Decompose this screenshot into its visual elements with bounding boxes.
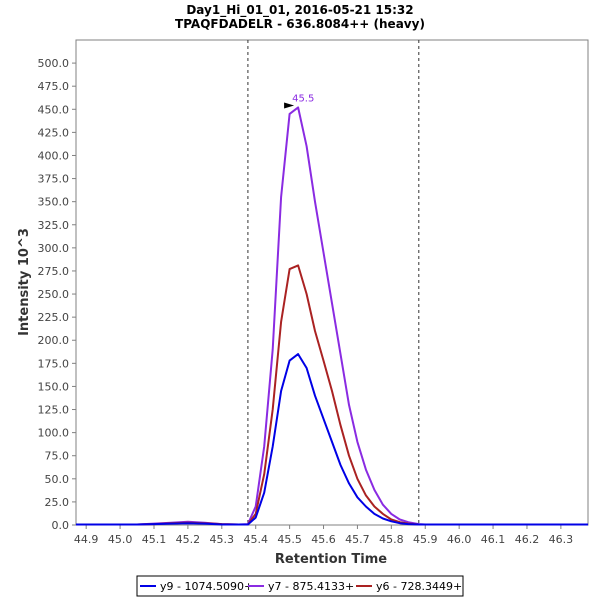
y-tick-label: 0.0 [52, 519, 70, 532]
y-tick-label: 100.0 [38, 427, 70, 440]
x-tick-label: 45.7 [345, 533, 370, 546]
y-tick-label: 125.0 [38, 404, 70, 417]
peak-annotation: 45.5 [284, 93, 314, 109]
x-tick-label: 45.9 [413, 533, 438, 546]
x-axis-label: Retention Time [275, 552, 387, 567]
y-tick-label: 250.0 [38, 288, 70, 301]
legend-entry: y7 - 875.4133+ [268, 580, 354, 593]
x-tick-label: 45.5 [277, 533, 302, 546]
x-tick-label: 46.0 [447, 533, 472, 546]
y-tick-label: 225.0 [38, 311, 70, 324]
y-axis-ticks: 0.0 25.0 50.0 75.0 100.0 125.0 150.0 175.0 200.0… [38, 57, 76, 532]
x-tick-label: 46.2 [515, 533, 540, 546]
y-tick-label: 25.0 [45, 496, 70, 509]
chart-title: Day1_Hi_01_01, 2016-05-21 15:32 [186, 3, 413, 18]
x-tick-label: 45.0 [108, 533, 133, 546]
y-tick-label: 275.0 [38, 265, 70, 278]
x-tick-label: 45.8 [379, 533, 404, 546]
y-tick-label: 200.0 [38, 334, 70, 347]
peak-label: 45.5 [292, 93, 314, 104]
y-tick-label: 350.0 [38, 196, 70, 209]
y-tick-label: 175.0 [38, 357, 70, 370]
chart-subtitle: TPAQFDADELR - 636.8084++ (heavy) [175, 17, 425, 31]
y-tick-label: 400.0 [38, 149, 70, 162]
series-line-y9 [76, 353, 588, 526]
x-tick-label: 45.2 [176, 533, 201, 546]
legend-entry: y6 - 728.3449+ [376, 580, 462, 593]
y-tick-label: 475.0 [38, 80, 70, 93]
y-axis-label: Intensity 10^3 [17, 228, 32, 336]
legend-entry: y9 - 1074.5090+ [160, 580, 253, 593]
y-tick-label: 150.0 [38, 380, 70, 393]
legend-box [136, 575, 464, 597]
x-tick-label: 45.3 [210, 533, 235, 546]
y-tick-label: 75.0 [45, 450, 70, 463]
y-tick-label: 325.0 [38, 219, 70, 232]
x-tick-label: 44.9 [74, 533, 99, 546]
x-tick-label: 46.1 [481, 533, 506, 546]
peak-arrow-icon [284, 102, 295, 109]
x-tick-label: 45.1 [142, 533, 167, 546]
series-group [76, 106, 588, 526]
x-tick-label: 45.6 [311, 533, 336, 546]
y-tick-label: 300.0 [38, 242, 70, 255]
y-tick-label: 450.0 [38, 103, 70, 116]
x-axis-ticks: 44.9 45.0 45.1 45.2 45.3 45.4 45.5 45.6 45.7 45.8… [74, 525, 573, 546]
y-tick-label: 500.0 [38, 57, 70, 70]
y-tick-label: 375.0 [38, 173, 70, 186]
integration-boundaries [247, 40, 420, 525]
y-tick-label: 425.0 [38, 126, 70, 139]
legend: y9 - 1074.5090+ y7 - 875.4133+ y6 - 728.34… [136, 575, 464, 597]
plot-area [75, 39, 589, 526]
x-tick-label: 45.4 [243, 533, 268, 546]
x-tick-label: 46.3 [549, 533, 574, 546]
y-tick-label: 50.0 [45, 473, 70, 486]
